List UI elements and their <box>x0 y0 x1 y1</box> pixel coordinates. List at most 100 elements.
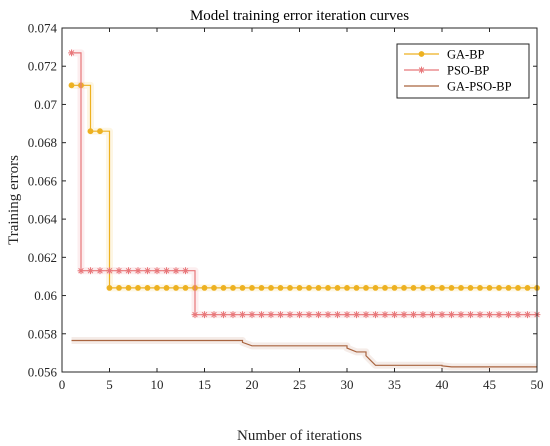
data-point <box>68 82 75 89</box>
y-tick-label: 0.06 <box>34 288 57 303</box>
x-tick-label: 40 <box>436 377 449 392</box>
data-point <box>277 311 284 319</box>
data-point <box>258 285 265 291</box>
data-point <box>201 311 208 319</box>
data-point <box>515 285 521 291</box>
data-point <box>505 285 512 291</box>
data-point <box>106 285 113 291</box>
plot-frame <box>61 27 538 373</box>
data-point <box>505 311 512 319</box>
data-point <box>372 285 379 291</box>
data-point <box>467 285 474 291</box>
x-tick-label: 10 <box>151 377 164 392</box>
data-point <box>495 311 503 319</box>
data-point <box>144 285 151 291</box>
data-point <box>258 311 265 319</box>
data-point <box>419 311 427 319</box>
y-tick-label: 0.07 <box>34 97 57 112</box>
data-point <box>514 311 522 319</box>
data-point <box>343 311 351 319</box>
data-point <box>429 285 436 291</box>
data-point <box>315 311 322 319</box>
data-point <box>191 311 199 319</box>
data-point <box>401 285 407 291</box>
data-point <box>296 311 303 319</box>
x-axis-label: Number of iterations <box>237 428 362 444</box>
legend-label: GA-BP <box>447 48 485 62</box>
data-point <box>438 311 446 319</box>
data-point <box>448 285 455 291</box>
data-point <box>410 311 417 319</box>
data-point <box>239 285 246 291</box>
data-point <box>77 267 85 275</box>
y-tick-label: 0.068 <box>28 135 57 150</box>
series-ga-pso-bp <box>71 336 537 371</box>
data-point <box>125 267 132 275</box>
data-point <box>439 285 445 291</box>
data-point <box>324 311 332 319</box>
data-point <box>135 285 141 291</box>
y-tick-label: 0.056 <box>28 365 58 380</box>
data-point <box>496 285 502 291</box>
data-point <box>172 267 180 275</box>
data-point <box>230 285 236 291</box>
series-line <box>71 52 537 316</box>
data-point <box>362 311 370 319</box>
data-point <box>115 267 123 275</box>
data-point <box>106 267 113 275</box>
data-point <box>87 267 94 275</box>
data-point <box>210 311 218 319</box>
data-point <box>268 285 274 291</box>
data-point <box>372 311 379 319</box>
x-tick-label: 15 <box>198 377 211 392</box>
data-point <box>448 311 455 319</box>
data-point <box>382 285 388 291</box>
x-tick-label: 45 <box>483 377 496 392</box>
data-point <box>334 311 341 319</box>
ticks-layer: 0 5 10 15 20 25 30 35 40 45 50 0.056 0.058 0.06 0.062 0… <box>28 21 544 393</box>
data-point <box>267 311 275 319</box>
data-point <box>381 311 389 319</box>
data-point <box>410 285 417 291</box>
legend-marker <box>418 66 425 74</box>
legend: GA-BP PSO-BP GA-PSO-BP <box>396 43 530 99</box>
data-point <box>400 311 408 319</box>
y-tick-label: 0.058 <box>28 326 57 341</box>
data-point <box>429 311 436 319</box>
series-halo <box>71 81 537 292</box>
legend-item: GA-BP <box>404 48 485 62</box>
data-point <box>248 311 256 319</box>
x-tick-label: 25 <box>293 377 306 392</box>
data-point <box>391 311 398 319</box>
data-point <box>315 285 322 291</box>
data-point <box>220 311 227 319</box>
data-point <box>486 311 493 319</box>
data-point <box>524 285 531 291</box>
y-tick-label: 0.072 <box>28 59 57 74</box>
data-point <box>173 285 179 291</box>
series-layer <box>68 49 541 371</box>
data-point <box>87 128 94 135</box>
data-point <box>125 285 132 291</box>
data-point <box>420 285 426 291</box>
x-tick-label: 30 <box>341 377 354 392</box>
data-point <box>239 311 246 319</box>
data-point <box>68 49 75 57</box>
data-point <box>229 311 237 319</box>
legend-marker <box>418 51 425 57</box>
data-point <box>211 285 217 291</box>
data-point <box>476 311 484 319</box>
x-tick-label: 5 <box>106 377 113 392</box>
data-point <box>97 128 103 135</box>
x-tick-label: 0 <box>59 377 66 392</box>
data-point <box>344 285 350 291</box>
data-point <box>277 285 284 291</box>
y-tick-label: 0.064 <box>28 212 58 227</box>
data-point <box>163 267 170 275</box>
data-point <box>182 267 189 275</box>
x-tick-label: 20 <box>246 377 259 392</box>
data-point <box>305 311 313 319</box>
data-point <box>153 267 161 275</box>
y-tick-label: 0.074 <box>28 21 58 36</box>
